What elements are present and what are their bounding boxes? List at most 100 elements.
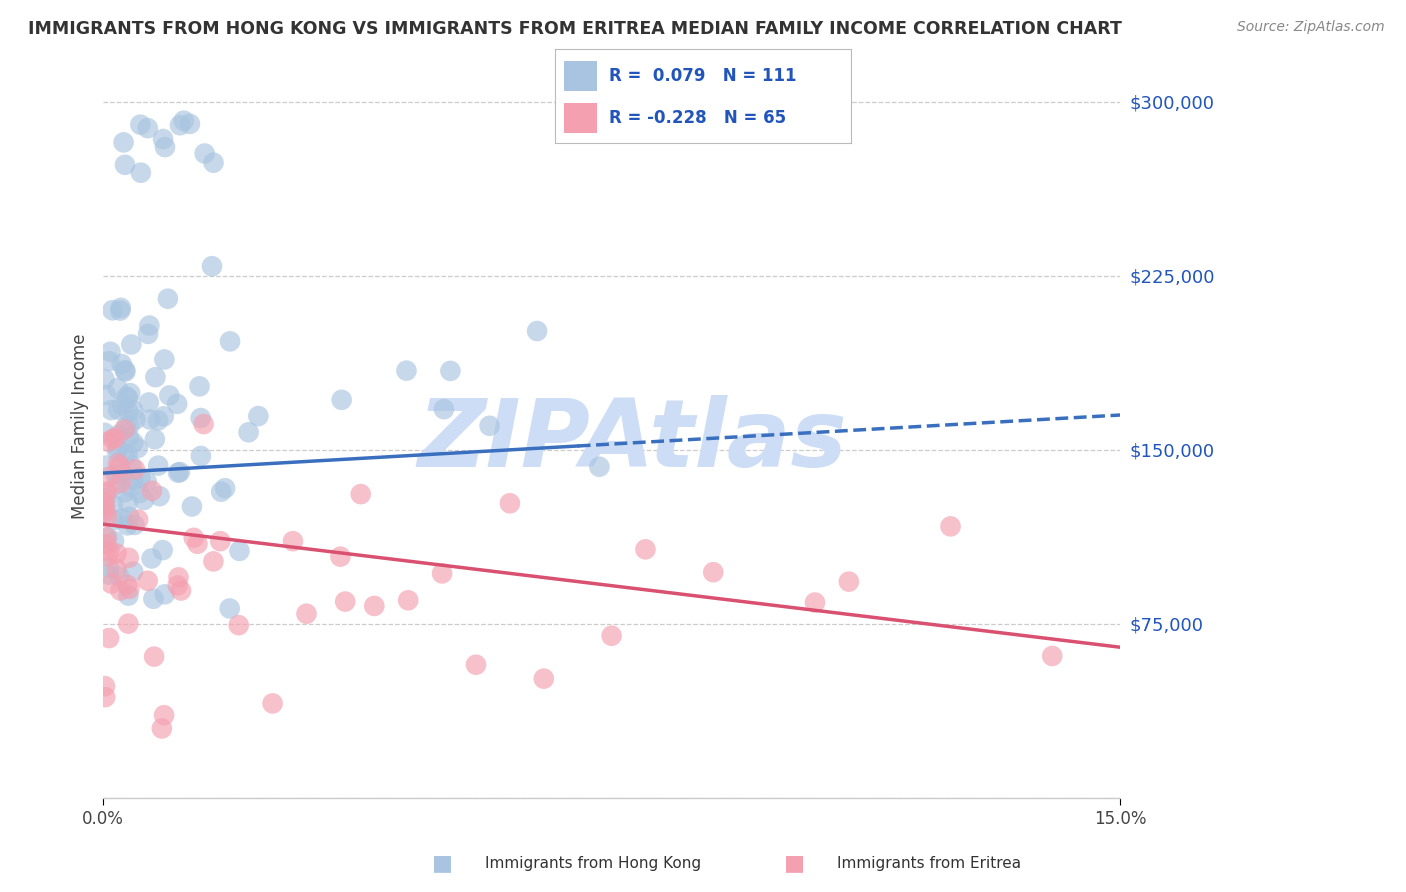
Point <box>104 431 127 445</box>
Point <box>329 549 352 564</box>
Point <box>228 544 250 558</box>
Point <box>118 418 141 433</box>
Point <box>114 485 136 500</box>
Point <box>152 409 174 424</box>
Point <box>190 449 212 463</box>
Point <box>335 594 357 608</box>
Point <box>350 487 373 501</box>
Point <box>97 567 120 582</box>
Point <box>117 589 139 603</box>
Point <box>169 465 191 479</box>
Point <box>152 543 174 558</box>
Point <box>124 462 146 476</box>
Point <box>838 574 860 589</box>
Point <box>238 425 260 440</box>
Point <box>209 534 232 549</box>
Point <box>136 121 159 136</box>
Point <box>118 582 141 596</box>
Y-axis label: Median Family Income: Median Family Income <box>72 334 89 519</box>
Text: ZIPAtlas: ZIPAtlas <box>418 395 846 488</box>
Point <box>186 537 208 551</box>
Point <box>170 583 193 598</box>
Point <box>111 398 134 412</box>
Point <box>111 467 134 481</box>
Point <box>219 334 242 349</box>
Point <box>141 483 163 498</box>
Point <box>105 477 128 491</box>
Point <box>138 395 160 409</box>
Point <box>94 500 117 515</box>
Point <box>105 562 128 576</box>
Point <box>120 458 142 473</box>
Point <box>117 518 139 533</box>
Point <box>94 505 117 519</box>
Point <box>107 442 129 456</box>
Point <box>588 459 610 474</box>
Point <box>96 531 118 545</box>
Point <box>100 576 122 591</box>
Point <box>129 470 152 484</box>
Point <box>114 363 136 377</box>
Point <box>96 531 118 545</box>
Point <box>499 496 522 510</box>
Point <box>202 554 225 568</box>
Point <box>145 370 167 384</box>
Point <box>98 544 121 558</box>
Point <box>153 352 176 367</box>
Point <box>97 560 120 574</box>
Point <box>156 292 179 306</box>
Point <box>104 467 127 482</box>
Point <box>363 599 385 613</box>
Point <box>114 423 136 437</box>
Point <box>430 566 453 581</box>
Point <box>117 447 139 461</box>
Point <box>179 117 201 131</box>
Point <box>120 386 142 401</box>
Point <box>218 601 240 615</box>
Point <box>98 469 121 483</box>
Point <box>110 475 132 490</box>
Point <box>526 324 548 338</box>
Point <box>122 435 145 450</box>
Point <box>110 583 132 598</box>
Point <box>143 432 166 446</box>
Point <box>94 486 117 500</box>
Point <box>167 570 190 584</box>
Point <box>190 411 212 425</box>
Point <box>136 574 159 588</box>
Point <box>111 357 134 371</box>
Point <box>97 434 120 449</box>
Point <box>105 443 128 458</box>
Point <box>98 354 121 368</box>
Point <box>114 158 136 172</box>
Text: ■: ■ <box>785 854 804 873</box>
Point <box>132 493 155 508</box>
Point <box>149 489 172 503</box>
Point <box>139 412 162 426</box>
Point <box>166 578 188 592</box>
Point <box>100 344 122 359</box>
Point <box>122 403 145 417</box>
Point <box>533 672 555 686</box>
Point <box>142 591 165 606</box>
Point <box>148 458 170 473</box>
Point <box>101 432 124 446</box>
Point <box>201 259 224 273</box>
Point <box>634 542 657 557</box>
Point <box>124 412 146 426</box>
FancyBboxPatch shape <box>564 103 596 134</box>
Point <box>150 722 173 736</box>
Point <box>120 480 142 494</box>
Point <box>295 607 318 621</box>
Point <box>100 403 122 417</box>
Point <box>183 531 205 545</box>
Point <box>115 577 138 591</box>
Point <box>110 303 132 318</box>
Point <box>262 697 284 711</box>
Point <box>122 472 145 486</box>
Point <box>114 419 136 434</box>
Point <box>127 513 149 527</box>
Point <box>1040 648 1063 663</box>
Point <box>202 155 225 169</box>
FancyBboxPatch shape <box>564 61 596 91</box>
